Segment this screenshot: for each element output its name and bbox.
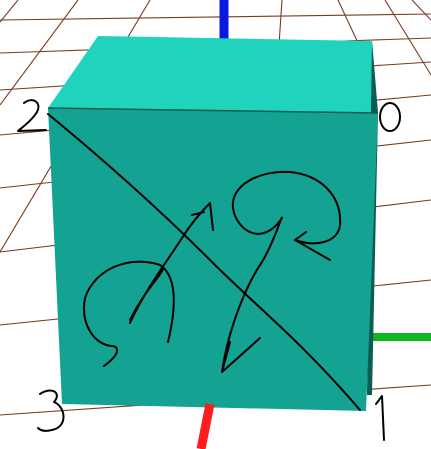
vertex-label-0 xyxy=(379,102,401,132)
x-axis-line xyxy=(196,403,215,449)
scribble-stroke xyxy=(83,202,214,367)
diagonal-stroke xyxy=(47,113,361,411)
grid-line xyxy=(0,13,431,21)
cube-top-face xyxy=(48,36,378,113)
annotation-strokes xyxy=(47,113,361,411)
vertex-label-3 xyxy=(37,389,65,432)
grid-line xyxy=(0,0,19,23)
vertex-label-1 xyxy=(375,395,385,441)
vertex-labels xyxy=(17,99,401,441)
arrow-stroke xyxy=(221,170,342,373)
grid-line xyxy=(384,0,431,76)
grid-line xyxy=(411,0,431,21)
grid-line xyxy=(0,0,79,106)
vertex-label-2 xyxy=(17,99,47,132)
cube-front-top-edge xyxy=(47,107,379,114)
